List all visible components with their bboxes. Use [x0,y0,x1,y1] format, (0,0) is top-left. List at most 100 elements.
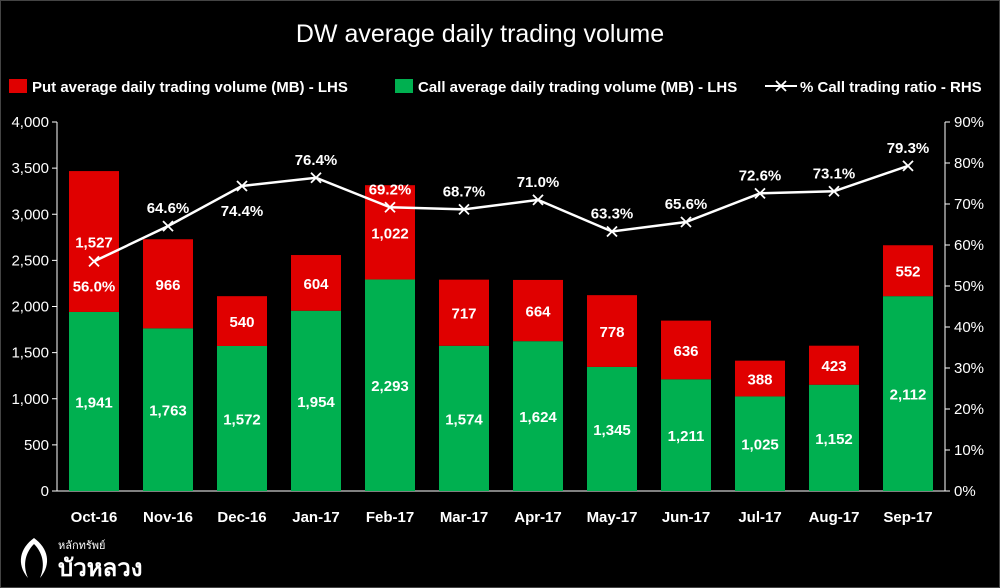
category-label: Aug-17 [809,509,860,526]
call-bar [291,310,341,491]
left-tick-label: 1,000 [11,391,49,408]
category-label: Feb-17 [366,509,414,526]
right-tick-label: 40% [954,319,984,336]
call-value-label: 1,941 [75,394,113,411]
call-value-label: 1,624 [519,409,557,426]
call-bar [735,396,785,491]
right-tick-label: 30% [954,360,984,377]
put-bar [735,360,785,397]
put-value-label: 540 [229,314,254,331]
call-value-label: 1,954 [297,394,335,411]
bars: 1,941 1,527 1,763 966 1,572 540 1,954 604 2,293 1… [69,171,933,491]
ratio-value-label: 65.6% [665,196,708,213]
category-labels: Oct-16 Nov-16 Dec-16 Jan-17 Feb-17 Mar-17 Apr-… [71,509,933,526]
left-axis: 0 500 1,000 1,500 2,000 2,500 3,000 3,500 4,000 [11,114,945,500]
left-tick-label: 2,500 [11,252,49,269]
put-bar [587,295,637,367]
put-value-label: 388 [747,372,772,389]
call-value-label: 1,572 [223,411,261,428]
ratio-point [384,201,396,213]
right-tick-label: 0% [954,483,976,500]
ratio-value-label: 72.6% [739,167,782,184]
left-tick-label: 1,500 [11,345,49,362]
call-value-label: 2,112 [890,387,927,404]
legend-call-swatch [395,79,413,93]
ratio-point [828,185,840,197]
ratio-value-label: 76.4% [295,152,338,169]
call-value-label: 1,574 [445,411,483,428]
call-value-label: 1,211 [668,428,705,445]
put-bar [69,171,119,312]
category-label: Sep-17 [883,509,932,526]
left-tick-label: 0 [41,483,49,500]
legend-put-swatch [9,79,27,93]
put-bar [661,320,711,380]
legend-line-marker [775,80,787,92]
call-value-label: 2,293 [371,378,409,395]
call-bar [809,384,859,491]
right-tick-label: 60% [954,237,984,254]
category-label: Mar-17 [440,509,488,526]
call-bar [365,279,415,491]
ratio-point [162,220,174,232]
ratio-point [606,225,618,238]
ratio-line: 56.0% 64.6% 74.4% 76.4% 69.2% 68.7% 71.0% 63.3%… [73,140,930,296]
call-value-label: 1,763 [149,403,187,420]
call-value-label: 1,025 [741,437,779,454]
put-bar [217,296,267,346]
put-value-label: 778 [599,324,624,341]
ratio-point [236,180,248,192]
put-bar [439,279,489,346]
logo: หลักทรัพย์ บัวหลวง [20,538,142,582]
put-value-label: 604 [303,276,329,293]
put-bar [143,239,193,329]
legend-call-label: Call average daily trading volume (MB) -… [418,79,737,96]
right-tick-label: 20% [954,401,984,418]
right-tick-label: 90% [954,114,984,131]
category-label: Apr-17 [514,509,562,526]
ratio-point [310,172,322,184]
call-bar [883,296,933,491]
ratio-value-label: 63.3% [591,205,634,222]
logo-small-text: หลักทรัพย์ [58,539,106,552]
put-value-label: 636 [673,343,698,360]
left-tick-label: 4,000 [11,114,49,131]
ratio-point [680,216,692,228]
lotus-leaf-icon [30,550,38,576]
right-tick-label: 50% [954,278,984,295]
ratio-value-label: 71.0% [517,174,560,191]
call-bar [217,345,267,491]
left-tick-label: 500 [24,437,49,454]
call-bar [661,379,711,491]
put-value-label: 664 [525,304,551,321]
ratio-value-label: 68.7% [443,183,486,200]
category-label: Jul-17 [738,509,781,526]
left-tick-label: 2,000 [11,299,49,316]
category-label: Oct-16 [71,509,118,526]
call-bar [69,311,119,491]
category-label: Dec-16 [217,509,266,526]
ratio-value-label: 56.0% [73,278,116,295]
ratio-value-label: 79.3% [887,140,930,157]
ratio-value-label: 74.4% [221,203,264,220]
put-value-label: 966 [155,277,180,294]
put-value-label: 717 [451,306,476,323]
put-value-label: 1,022 [371,225,409,242]
legend: Put average daily trading volume (MB) - … [9,79,982,96]
left-tick-label: 3,500 [11,160,49,177]
lotus-logo-icon [20,538,48,578]
call-value-label: 1,345 [593,422,631,439]
category-label: May-17 [587,509,638,526]
put-value-label: 1,527 [75,235,113,252]
put-bar [883,245,933,297]
ratio-value-label: 73.1% [813,165,856,182]
legend-put-label: Put average daily trading volume (MB) - … [32,79,348,96]
call-bar [439,345,489,491]
ratio-point [88,255,100,268]
call-bar [513,341,563,491]
call-bar [587,366,637,491]
legend-line-label: % Call trading ratio - RHS [800,79,982,96]
category-label: Jan-17 [292,509,340,526]
call-bar [143,328,193,491]
logo-big-text: บัวหลวง [58,554,142,582]
